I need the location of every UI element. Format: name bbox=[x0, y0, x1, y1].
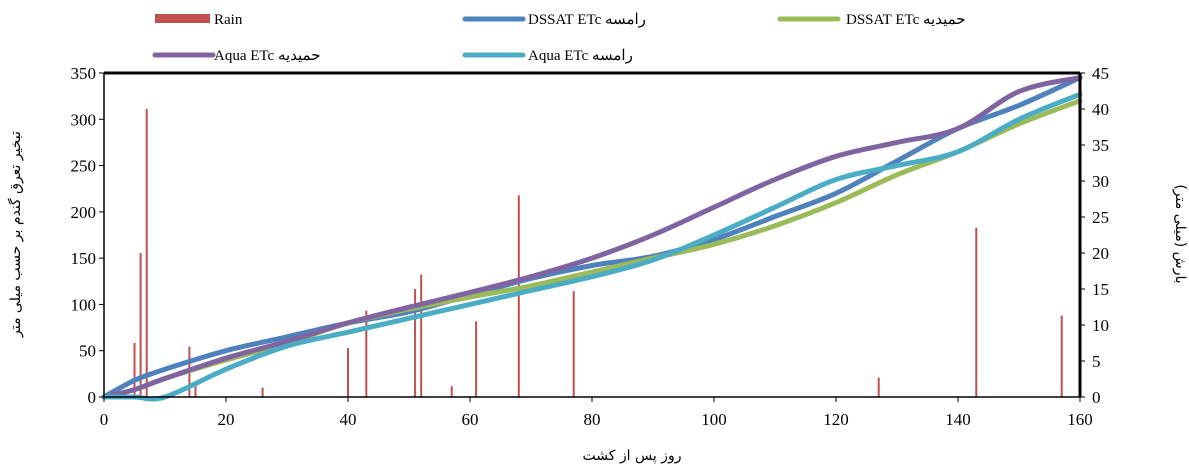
legend: Rain DSSAT ETc رامسه DSSAT ETc حمیدیه Aqua … bbox=[152, 12, 966, 64]
x-axis-title: روز پس از کشت bbox=[583, 448, 682, 464]
y-right-tick-label: 20 bbox=[1092, 244, 1109, 263]
plot-area bbox=[104, 73, 1080, 397]
legend-label-rain: Rain bbox=[214, 12, 243, 28]
y-left-tick-label: 100 bbox=[71, 295, 97, 314]
series-line-dssat-etc-ramseh bbox=[101, 75, 1083, 400]
x-tick-label: 20 bbox=[218, 410, 235, 429]
y-left-tick-label: 300 bbox=[71, 110, 97, 129]
y-left-tick-label: 50 bbox=[79, 342, 96, 361]
x-tick-label: 120 bbox=[823, 410, 849, 429]
x-tick-label: 140 bbox=[945, 410, 971, 429]
legend-item-aqua-etc-hamidiyeh: Aqua ETc حمیدیه bbox=[152, 48, 321, 64]
series-line-aqua-etc-ramseh bbox=[101, 91, 1083, 402]
series-line-aqua-etc-hamidiyeh bbox=[101, 75, 1083, 400]
tick-labels: 0 20 40 60 80 100 120 140 1600501001502002503003… bbox=[71, 64, 1110, 429]
y-left-tick-label: 150 bbox=[71, 249, 97, 268]
y-right-tick-label: 5 bbox=[1092, 352, 1101, 371]
x-tick-label: 40 bbox=[340, 410, 357, 429]
series-lines bbox=[101, 75, 1083, 402]
legend-label-aqua-etc-hamidiyeh: Aqua ETc حمیدیه bbox=[214, 48, 321, 64]
x-tick-label: 160 bbox=[1067, 410, 1093, 429]
y-left-tick-label: 0 bbox=[88, 388, 97, 407]
legend-item-dssat-etc-ramseh: DSSAT ETc رامسه bbox=[462, 12, 646, 28]
y-left-tick-label: 250 bbox=[71, 157, 97, 176]
legend-label-dssat-etc-hamidiyeh: DSSAT ETc حمیدیه bbox=[846, 12, 966, 28]
x-tick-label: 0 bbox=[100, 410, 109, 429]
legend-label-dssat-etc-ramseh: DSSAT ETc رامسه bbox=[528, 12, 646, 28]
y-right-tick-label: 35 bbox=[1092, 136, 1109, 155]
legend-item-aqua-etc-ramseh: Aqua ETc رامسه bbox=[462, 48, 633, 64]
y-right-tick-label: 0 bbox=[1092, 388, 1101, 407]
y-axis-left-title: تبخیر تعرق گندم بر حسب میلی متر bbox=[7, 131, 24, 338]
y-left-tick-label: 200 bbox=[71, 203, 97, 222]
y-right-tick-label: 25 bbox=[1092, 208, 1109, 227]
y-right-tick-label: 45 bbox=[1092, 64, 1109, 83]
y-right-tick-label: 10 bbox=[1092, 316, 1109, 335]
axes bbox=[99, 71, 1085, 402]
legend-item-dssat-etc-hamidiyeh: DSSAT ETc حمیدیه bbox=[777, 12, 966, 28]
y-left-tick-label: 350 bbox=[71, 64, 97, 83]
legend-swatch-rain bbox=[155, 14, 210, 23]
x-tick-label: 80 bbox=[584, 410, 601, 429]
y-right-tick-label: 30 bbox=[1092, 172, 1109, 191]
legend-item-rain: Rain bbox=[155, 12, 243, 28]
x-tick-label: 100 bbox=[701, 410, 727, 429]
y-right-tick-label: 15 bbox=[1092, 280, 1109, 299]
x-tick-label: 60 bbox=[462, 410, 479, 429]
y-right-tick-label: 40 bbox=[1092, 100, 1109, 119]
plot-background bbox=[104, 73, 1080, 397]
legend-label-aqua-etc-ramseh: Aqua ETc رامسه bbox=[528, 48, 633, 64]
y-axis-right-title: بارش (میلی متر) bbox=[1172, 184, 1188, 283]
